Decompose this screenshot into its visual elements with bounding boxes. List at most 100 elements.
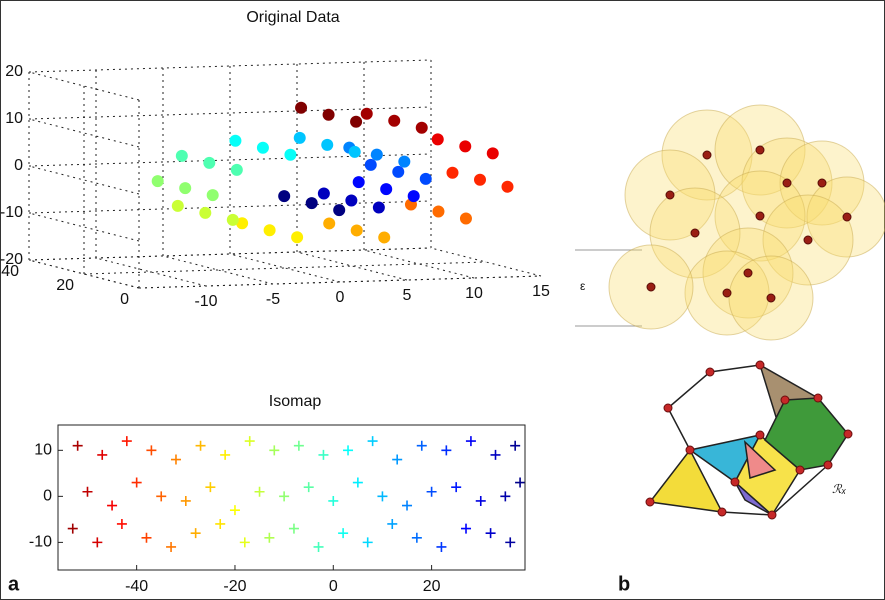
dot [818,179,826,187]
x-tick-label: -20 [223,578,246,595]
x-tick-label: 0 [329,578,338,595]
z-tick-label: 0 [14,157,23,174]
x-tick-label: 20 [423,578,441,595]
point [176,150,188,162]
dot [744,269,752,277]
point [321,139,333,151]
figure: Original Data Isomap a b ε ℛₓ -20 -10 0 10 2… [0,0,885,600]
point [229,135,241,147]
dot [783,179,791,187]
point [398,156,410,168]
point [323,109,335,121]
point [345,195,357,207]
point [231,164,243,176]
node [646,498,654,506]
point [284,149,296,161]
point [333,204,345,216]
point [294,132,306,144]
point [420,173,432,185]
point [227,214,239,226]
x-tick-label: 10 [465,285,483,302]
node [844,430,852,438]
panel-label: a [8,573,20,595]
point [291,231,303,243]
x-tick-label: 5 [403,287,412,304]
point [203,157,215,169]
point [380,183,392,195]
node [756,431,764,439]
point [361,108,373,120]
point [474,174,486,186]
node [796,466,804,474]
point [318,188,330,200]
point [388,115,400,127]
point [199,207,211,219]
node [768,511,776,519]
node [731,478,739,486]
dot [647,283,655,291]
dot [691,229,699,237]
point [432,206,444,218]
z-tick-label: -10 [0,204,23,221]
point [459,140,471,152]
point [349,146,361,158]
point [350,116,362,128]
y-tick-label: 40 [1,263,19,280]
z-tick-label: 20 [5,63,23,80]
node [686,446,694,454]
point [172,200,184,212]
point [432,133,444,145]
point [207,189,219,201]
point [264,224,276,236]
chart-title: Original Data [246,9,339,26]
dot [843,213,851,221]
z-tick-label: 10 [5,110,23,127]
point [278,190,290,202]
dot [756,212,764,220]
dot [703,151,711,159]
region-label: ℛₓ [832,482,847,496]
point [353,176,365,188]
point [447,167,459,179]
dot [756,146,764,154]
point [487,147,499,159]
node [718,508,726,516]
node [664,404,672,412]
x-tick-label: -5 [266,291,280,308]
x-tick-label: 0 [336,289,345,306]
epsilon-label: ε [580,279,586,293]
x-tick-label: -40 [125,578,148,595]
point [373,202,385,214]
node [781,396,789,404]
y-tick-label: -10 [29,534,52,551]
point [257,142,269,154]
node [706,368,714,376]
node [756,361,764,369]
point [392,166,404,178]
node [814,394,822,402]
dot [723,289,731,297]
point [460,213,472,225]
x-tick-label: -10 [194,293,217,310]
dot [804,236,812,244]
point [365,159,377,171]
x-tick-label: 15 [532,283,550,300]
point [416,122,428,134]
y-tick-label: 0 [120,291,129,308]
point [306,197,318,209]
point [371,149,383,161]
point [323,217,335,229]
chart-title: Isomap [269,393,322,410]
node [824,461,832,469]
point [378,231,390,243]
point [179,182,191,194]
point [295,102,307,114]
point [351,224,363,236]
dot [767,294,775,302]
y-tick-label: 20 [56,277,74,294]
panel-label: b [618,573,630,595]
y-tick-label: 0 [43,488,52,505]
y-tick-label: 10 [34,442,52,459]
dot [666,191,674,199]
point [152,175,164,187]
